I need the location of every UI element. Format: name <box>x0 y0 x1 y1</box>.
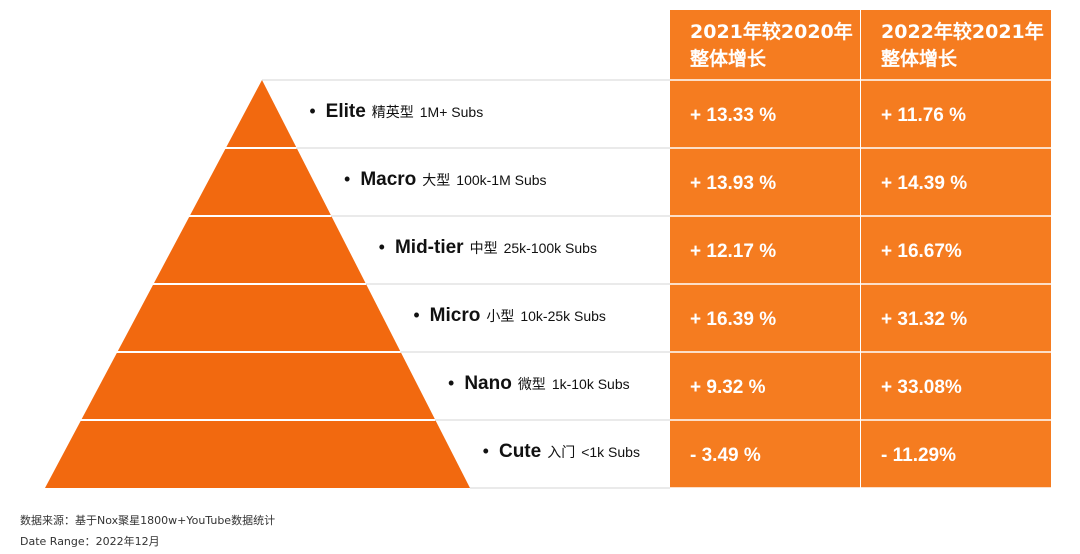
tier-cn-name: 入门 <box>547 445 576 461</box>
col-2021-header-line2: 整体增长 <box>690 47 767 70</box>
tier-range: 100k-1M Subs <box>456 172 547 188</box>
pyramid-band-elite <box>225 80 297 148</box>
tier-range: 25k-100k Subs <box>503 240 597 256</box>
bullet-icon: • <box>482 441 489 461</box>
tier-range: <1k Subs <box>581 444 640 460</box>
value-2022-nano: + 33.08% <box>881 377 962 398</box>
value-2021-elite: + 13.33 % <box>690 105 776 126</box>
tier-name: Mid-tier <box>394 237 464 258</box>
col-2021-bg <box>670 10 860 488</box>
value-2022-elite: + 11.76 % <box>881 105 966 126</box>
tier-range: 10k-25k Subs <box>520 308 606 324</box>
bullet-icon: • <box>344 169 351 189</box>
tier-cn-name: 精英型 <box>371 105 414 121</box>
pyramid-band-nano <box>81 352 436 420</box>
col-2022-bg <box>861 10 1051 488</box>
tier-label-micro: • Micro 小型 10k-25k Subs <box>413 305 606 327</box>
value-2022-cute: - 11.29% <box>881 445 956 466</box>
tier-cn-name: 微型 <box>517 377 546 393</box>
col-2022-header-line2: 整体增长 <box>881 47 958 70</box>
tier-name: Cute <box>498 441 542 462</box>
value-2022-micro: + 31.32 % <box>881 309 967 330</box>
bullet-icon: • <box>448 373 455 393</box>
value-2021-micro: + 16.39 % <box>690 309 776 330</box>
pyramid-band-cute <box>45 420 470 488</box>
value-2022-mid-tier: + 16.67% <box>881 241 962 262</box>
value-2022-macro: + 14.39 % <box>881 173 967 194</box>
tier-name: Nano <box>464 373 512 394</box>
tier-label-mid-tier: • Mid-tier 中型 25k-100k Subs <box>379 237 597 259</box>
tier-range: 1k-10k Subs <box>551 376 630 392</box>
pyramid-band-macro <box>189 148 332 216</box>
bullet-icon: • <box>309 101 316 121</box>
value-2021-nano: + 9.32 % <box>690 377 766 398</box>
tier-label-nano: • Nano 微型 1k-10k Subs <box>448 373 630 395</box>
pyramid-band-micro <box>117 284 401 352</box>
tier-cn-name: 大型 <box>422 173 451 189</box>
value-2021-cute: - 3.49 % <box>690 445 761 466</box>
date-range-note: Date Range：2022年12月 <box>20 535 160 548</box>
tier-name: Elite <box>325 101 366 122</box>
tier-label-cute: • Cute 入门 <1k Subs <box>483 441 640 463</box>
tier-label-elite: • Elite 精英型 1M+ Subs <box>309 101 483 123</box>
tier-name: Macro <box>360 169 417 190</box>
tier-cn-name: 小型 <box>486 309 515 325</box>
bullet-icon: • <box>378 237 385 257</box>
col-2022-header-line1: 2022年较2021年 <box>881 20 1044 43</box>
value-2021-mid-tier: + 12.17 % <box>690 241 776 262</box>
col-2021-header-line1: 2021年较2020年 <box>690 20 853 43</box>
tier-label-macro: • Macro 大型 100k-1M Subs <box>344 169 547 191</box>
value-2021-macro: + 13.93 % <box>690 173 776 194</box>
bullet-icon: • <box>413 305 420 325</box>
source-note: 数据来源：基于Nox聚星1800w+YouTube数据统计 <box>20 514 276 527</box>
tier-name: Micro <box>429 305 481 326</box>
pyramid-band-mid-tier <box>153 216 366 284</box>
tier-cn-name: 中型 <box>469 241 498 257</box>
tier-range: 1M+ Subs <box>419 104 484 120</box>
